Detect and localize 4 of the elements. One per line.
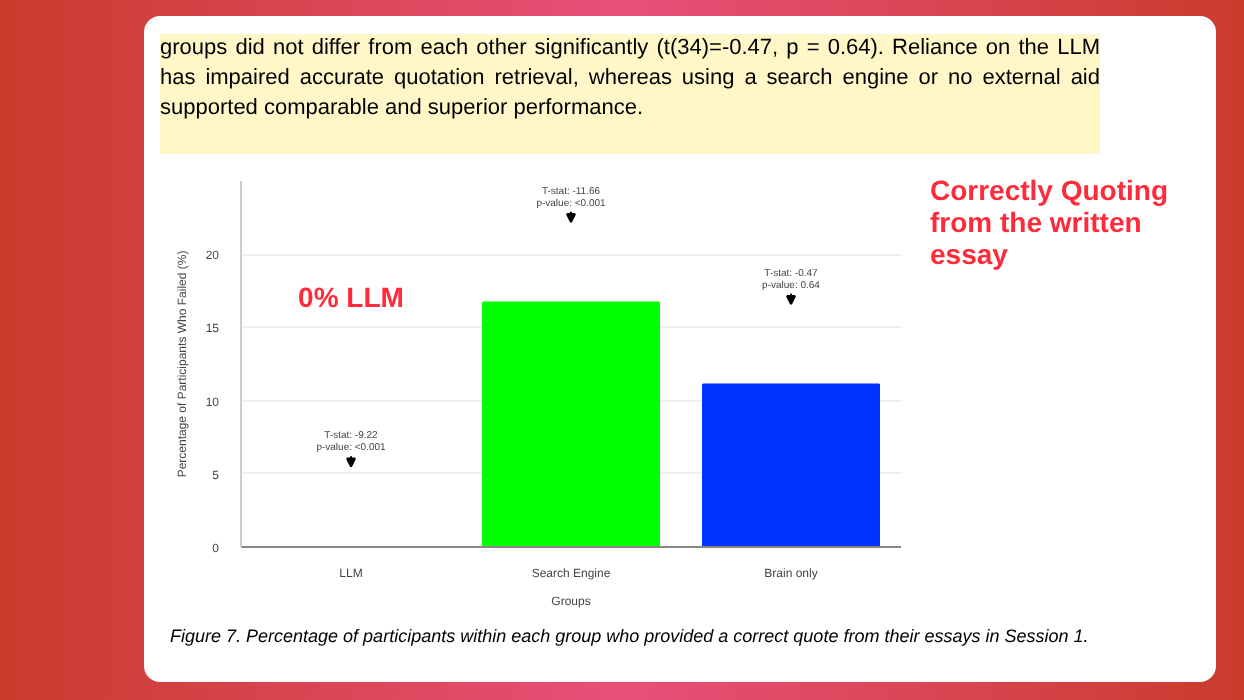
- text: 0% LLM: [298, 280, 404, 313]
- text: groups did not differ from each other significantly (t(34)=-0.47, p = 0.64). Reliance on the LLM has impaired accurate quotation retrieval, whereas using a search engine or no external aid supported comparable and superior performance.: [160, 34, 1100, 124]
- text: Correctly Quoting from the written essay: [930, 174, 1171, 271]
- caption: Figure 7. Percentage of participants within each group who provided a correct quote from their essays in Session 1.: [170, 624, 1089, 650]
